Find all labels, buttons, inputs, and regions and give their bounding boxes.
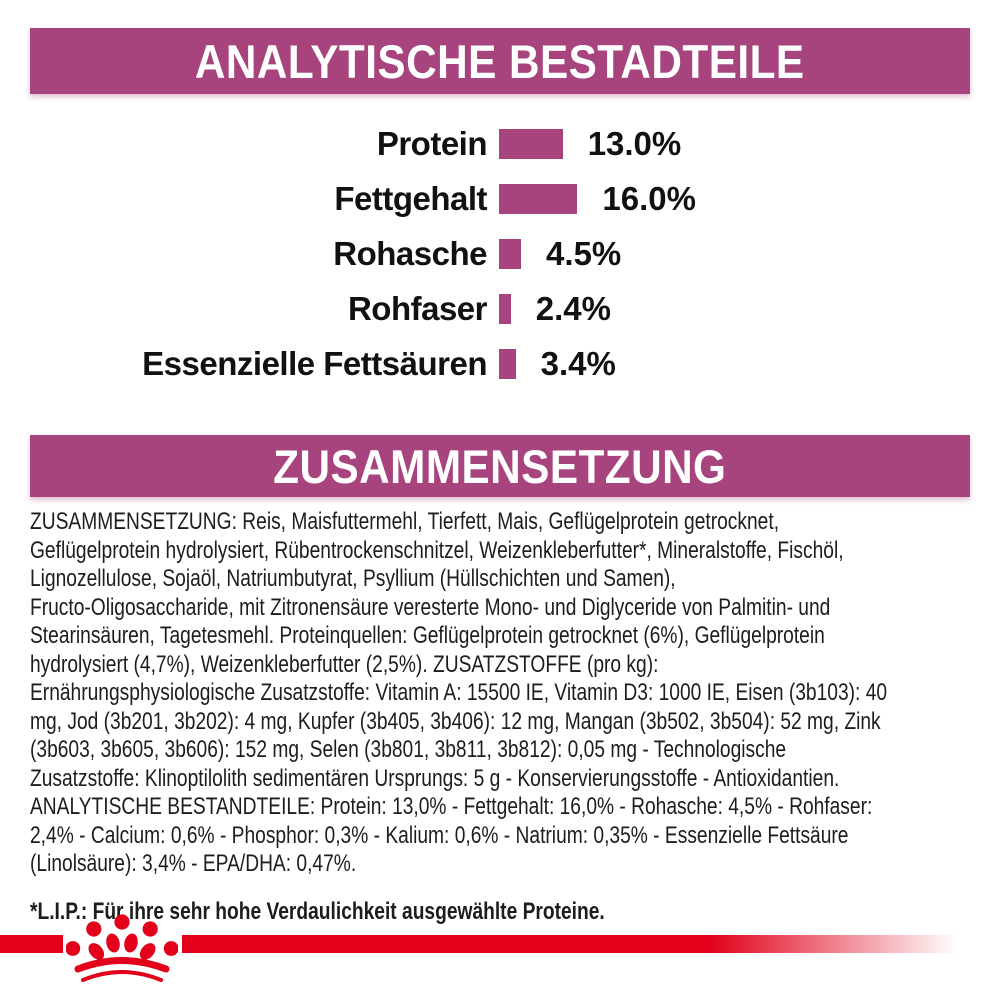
section-title-composition: ZUSAMMENSETZUNG [273,439,727,493]
chart-category-label: Protein [376,124,488,162]
section-header-composition: ZUSAMMENSETZUNG [30,435,970,497]
chart-value-label: 4.5% [546,234,622,272]
chart-value-label: 13.0% [587,124,682,162]
chart-row: Fettgehalt 16.0% [30,171,970,226]
composition-line: mg, Jod (3b201, 3b202): 4 mg, Kupfer (3b… [30,707,881,735]
chart-category-label: Rohfaser [347,289,488,327]
chart-row: Rohasche 4.5% [30,226,970,281]
chart-row: Essenzielle Fettsäuren 3.4% [30,336,970,391]
chart-row: Protein 13.0% [30,116,970,171]
chart-category-label: Fettgehalt [334,179,487,217]
chart-bar [499,293,511,324]
chart-value-label: 3.4% [540,344,616,382]
composition-line: Zusatzstoffe: Klinoptilolith sedimentäre… [30,764,840,792]
chart-bar [499,348,516,379]
chart-bar [499,238,522,269]
composition-line: (3b603, 3b605, 3b606): 152 mg, Selen (3b… [30,736,787,763]
composition-line: ZUSAMMENSETZUNG: Reis, Maisfuttermehl, T… [30,508,780,535]
composition-line: Ernährungsphysiologische Zusatzstoffe: V… [30,679,888,706]
composition-text-block: ZUSAMMENSETZUNG: Reis, Maisfuttermehl, T… [30,508,990,926]
composition-line: (Linolsäure): 3,4% - EPA/DHA: 0,47%. [30,850,357,877]
chart-row: Rohfaser 2.4% [30,281,970,336]
composition-line: Lignozellulose, Sojaöl, Natriumbutyrat, … [30,565,676,592]
chart-value-label: 2.4% [535,289,611,327]
chart-category-label: Essenzielle Fettsäuren [142,344,487,382]
composition-line: 2,4% - Calcium: 0,6% - Phosphor: 0,3% - … [30,821,849,849]
chart-bar [499,128,563,159]
composition-line: ANALYTISCHE BESTANDTEILE: Protein: 13,0%… [30,793,873,820]
composition-line: Stearinsäuren, Tagetesmehl. Proteinquell… [30,622,825,649]
section-header-analytical: ANALYTISCHE BESTADTEILE [30,28,970,94]
composition-line: Geflügelprotein hydrolysiert, Rübentrock… [30,536,844,564]
chart-category-label: Rohasche [333,234,487,272]
chart-bar [499,183,578,214]
chart-value-label: 16.0% [602,179,696,217]
red-divider-line-left [0,935,63,953]
section-title-analytical: ANALYTISCHE BESTADTEILE [195,34,805,88]
composition-line: Fructo-Oligosaccharide, mit Zitronensäur… [30,593,831,621]
brand-strip [0,900,1000,1000]
composition-line: hydrolysiert (4,7%), Weizenkleberfutter … [30,650,659,678]
nutrient-bar-chart: Protein 13.0% Fettgehalt 16.0% Rohasche 4.5% R… [30,116,970,396]
red-divider-line-right [182,935,958,953]
royal-canin-crown-icon [66,914,178,982]
